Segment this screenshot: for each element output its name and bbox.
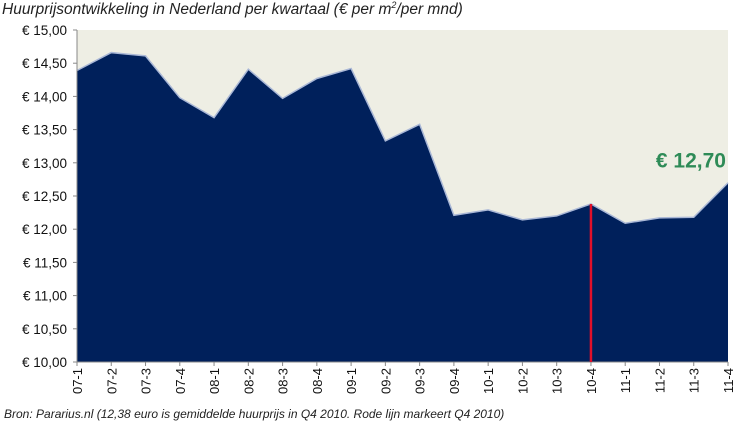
y-tick-label: € 11,50 <box>23 255 67 270</box>
callout-label: € 12,70 <box>656 150 726 173</box>
x-tick-label: 09-1 <box>344 368 359 394</box>
x-tick-label: 09-4 <box>447 368 462 394</box>
series-area <box>77 52 728 363</box>
x-tick-label: 08-3 <box>276 368 291 394</box>
chart-title: Huurprijsontwikkeling in Nederland per k… <box>2 0 463 19</box>
x-tick-label: 08-4 <box>310 368 325 394</box>
x-tick-label: 08-2 <box>241 368 256 394</box>
chart-title-superscript: 2 <box>391 0 397 10</box>
y-tick-label: € 13,00 <box>22 156 67 171</box>
y-axis: € 10,00 € 10,50 € 11,00 € 11,50 € 12,00 € 12,… <box>22 23 77 370</box>
x-tick-label: 09-3 <box>413 368 428 394</box>
y-tick-label: € 14,50 <box>22 56 67 71</box>
chart-title-suffix: /per mnd) <box>396 1 463 19</box>
x-tick-label: 07-3 <box>139 368 154 394</box>
x-tick-label: 07-4 <box>173 368 188 394</box>
series-line <box>76 51 729 225</box>
y-tick-label: € 10,00 <box>22 355 67 370</box>
x-tick-label: 11-4 <box>721 368 736 393</box>
source-note: Bron: Pararius.nl (12,38 euro is gemidde… <box>4 407 505 421</box>
y-tick-label: € 15,00 <box>22 23 67 38</box>
x-tick-label: 09-2 <box>378 368 393 394</box>
x-tick-label: 10-3 <box>550 368 565 394</box>
x-tick-label: 07-1 <box>70 368 85 394</box>
y-tick-label: € 13,50 <box>22 123 67 138</box>
y-tick-label: € 10,50 <box>22 322 67 337</box>
y-tick-label: € 12,50 <box>22 189 67 204</box>
y-tick-label: € 14,00 <box>22 89 67 104</box>
x-tick-label: 10-4 <box>584 368 599 394</box>
x-tick-label: 11-2 <box>652 368 667 393</box>
x-tick-label: 10-1 <box>481 368 496 394</box>
x-axis: 07-1 07-2 07-3 07-4 08-1 08-2 08-3 08-4 09-1 09-2… <box>70 362 736 394</box>
x-tick-label: 11-3 <box>687 368 702 393</box>
y-tick-label: € 12,00 <box>22 222 67 237</box>
x-tick-label: 10-2 <box>515 368 530 394</box>
x-tick-label: 08-1 <box>207 368 222 394</box>
x-tick-label: 07-2 <box>104 368 119 394</box>
y-tick-label: € 11,00 <box>23 289 67 304</box>
chart-title-main: Huurprijsontwikkeling in Nederland per k… <box>2 1 392 19</box>
x-tick-label: 11-1 <box>618 368 633 393</box>
